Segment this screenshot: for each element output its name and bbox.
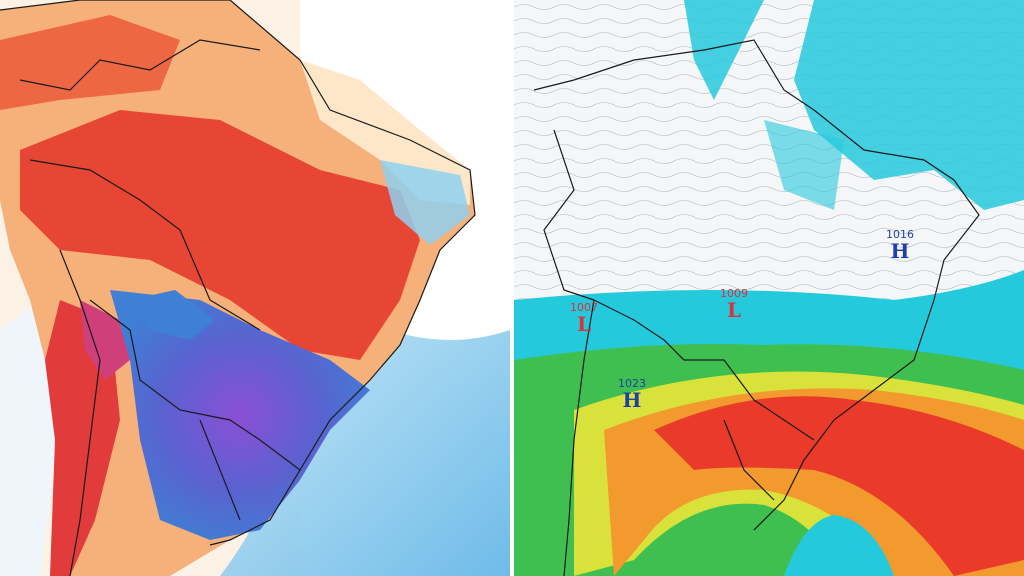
low-pressure-1007: 1007 L <box>570 302 598 334</box>
cold-front-edge <box>130 290 215 340</box>
low-pressure-symbol: L <box>576 312 592 336</box>
political-borders <box>0 0 476 576</box>
cyan-patch <box>764 120 844 210</box>
hot-anomaly <box>20 110 420 360</box>
red-jet-core <box>654 396 1024 576</box>
high-pressure-1023: 1023 H <box>618 378 646 410</box>
cold-air-mass <box>110 290 370 540</box>
pressure-value: 1016 <box>886 228 914 241</box>
cyan-trough-south <box>784 515 894 576</box>
ocean-cold-water <box>220 300 510 576</box>
cool-coast <box>380 160 470 245</box>
pressure-value: 1023 <box>618 377 646 390</box>
pressure-value: 1007 <box>570 301 598 314</box>
pressure-map <box>514 0 1024 576</box>
pressure-map-panel: 1007 L 1009 L 1016 H 1023 H <box>514 0 1024 576</box>
mild-coast <box>300 60 470 205</box>
high-pressure-1016: 1016 H <box>886 229 914 261</box>
hot-anomaly-north <box>0 15 180 110</box>
temperature-map <box>0 0 510 576</box>
panel-divider <box>510 0 514 576</box>
low-pressure-1009: 1009 L <box>720 288 748 320</box>
pacific-ocean <box>0 300 60 576</box>
low-pressure-symbol: L <box>726 298 742 322</box>
pressure-value: 1009 <box>720 287 748 300</box>
cyan-jet-north-2 <box>794 0 1024 210</box>
temperature-map-panel <box>0 0 510 576</box>
political-borders <box>533 39 980 576</box>
high-pressure-symbol: H <box>890 239 910 263</box>
cyan-jet-north-1 <box>684 0 764 100</box>
high-pressure-symbol: H <box>622 388 642 412</box>
